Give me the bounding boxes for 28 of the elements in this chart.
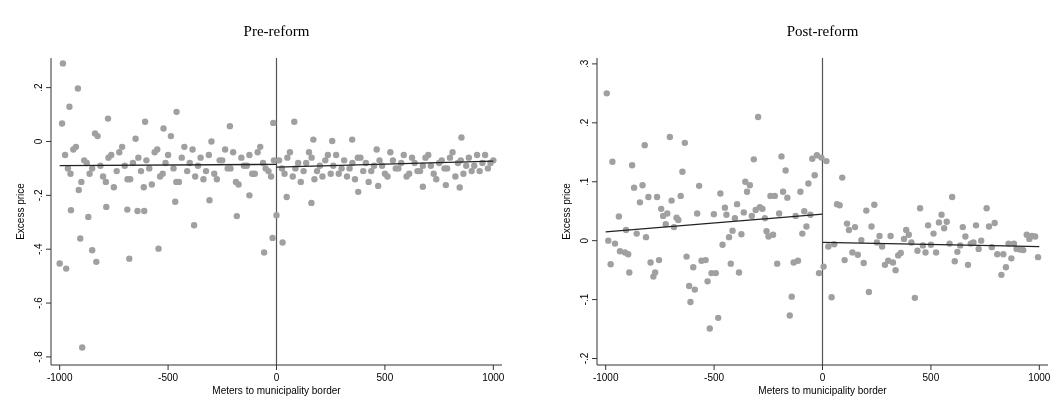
y-axis-title: Excess price bbox=[15, 182, 26, 240]
x-tick-label: 1000 bbox=[1028, 372, 1051, 383]
y-tick-label: 0 bbox=[579, 237, 590, 244]
y-tick-label: -.4 bbox=[33, 242, 44, 256]
y-tick-label: .1 bbox=[579, 177, 590, 186]
y-tick-label: -.6 bbox=[33, 296, 44, 309]
y-tick-label: .3 bbox=[579, 59, 590, 69]
x-axis-title: Meters to municipality border bbox=[758, 385, 888, 396]
x-axis-title: Meters to municipality border bbox=[212, 385, 342, 396]
chart-title: Pre-reform bbox=[243, 23, 310, 39]
x-tick-label: -500 bbox=[158, 372, 179, 383]
x-tick-label: -1000 bbox=[46, 372, 73, 383]
y-tick-label: -.1 bbox=[579, 293, 590, 306]
y-tick-label: .2 bbox=[33, 83, 44, 92]
x-tick-label: 0 bbox=[273, 372, 280, 383]
y-tick-label: -.2 bbox=[579, 352, 590, 365]
y-axis-title: Excess price bbox=[561, 182, 572, 240]
x-tick-label: 0 bbox=[819, 372, 826, 383]
x-tick-label: 500 bbox=[376, 372, 394, 383]
x-tick-label: -500 bbox=[704, 372, 725, 383]
x-tick-label: 500 bbox=[922, 372, 940, 383]
x-tick-label: 1000 bbox=[482, 372, 505, 383]
x-tick-label: -1000 bbox=[592, 372, 619, 383]
chart-title: Post-reform bbox=[786, 23, 859, 39]
y-tick-label: 0 bbox=[33, 138, 44, 145]
y-tick-label: -.2 bbox=[33, 189, 44, 202]
y-tick-label: .2 bbox=[579, 118, 590, 127]
y-tick-label: -.8 bbox=[33, 350, 44, 363]
